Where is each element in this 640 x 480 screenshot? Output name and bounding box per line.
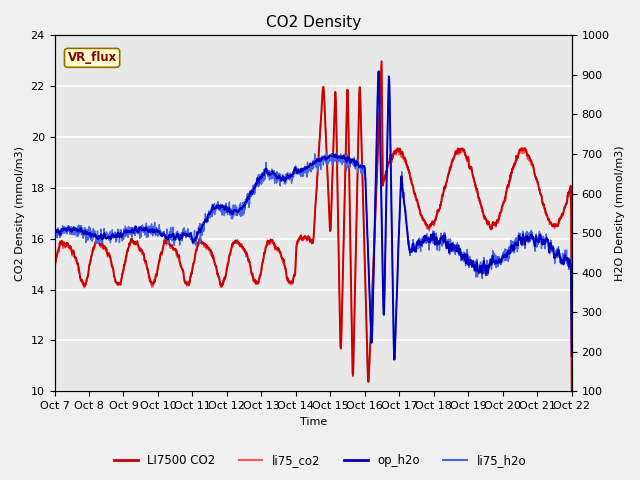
Y-axis label: H2O Density (mmol/m3): H2O Density (mmol/m3) [615, 145, 625, 281]
Text: VR_flux: VR_flux [67, 51, 116, 64]
Legend: LI7500 CO2, li75_co2, op_h2o, li75_h2o: LI7500 CO2, li75_co2, op_h2o, li75_h2o [109, 449, 531, 472]
Y-axis label: CO2 Density (mmol/m3): CO2 Density (mmol/m3) [15, 146, 25, 281]
Title: CO2 Density: CO2 Density [266, 15, 361, 30]
X-axis label: Time: Time [300, 417, 327, 427]
